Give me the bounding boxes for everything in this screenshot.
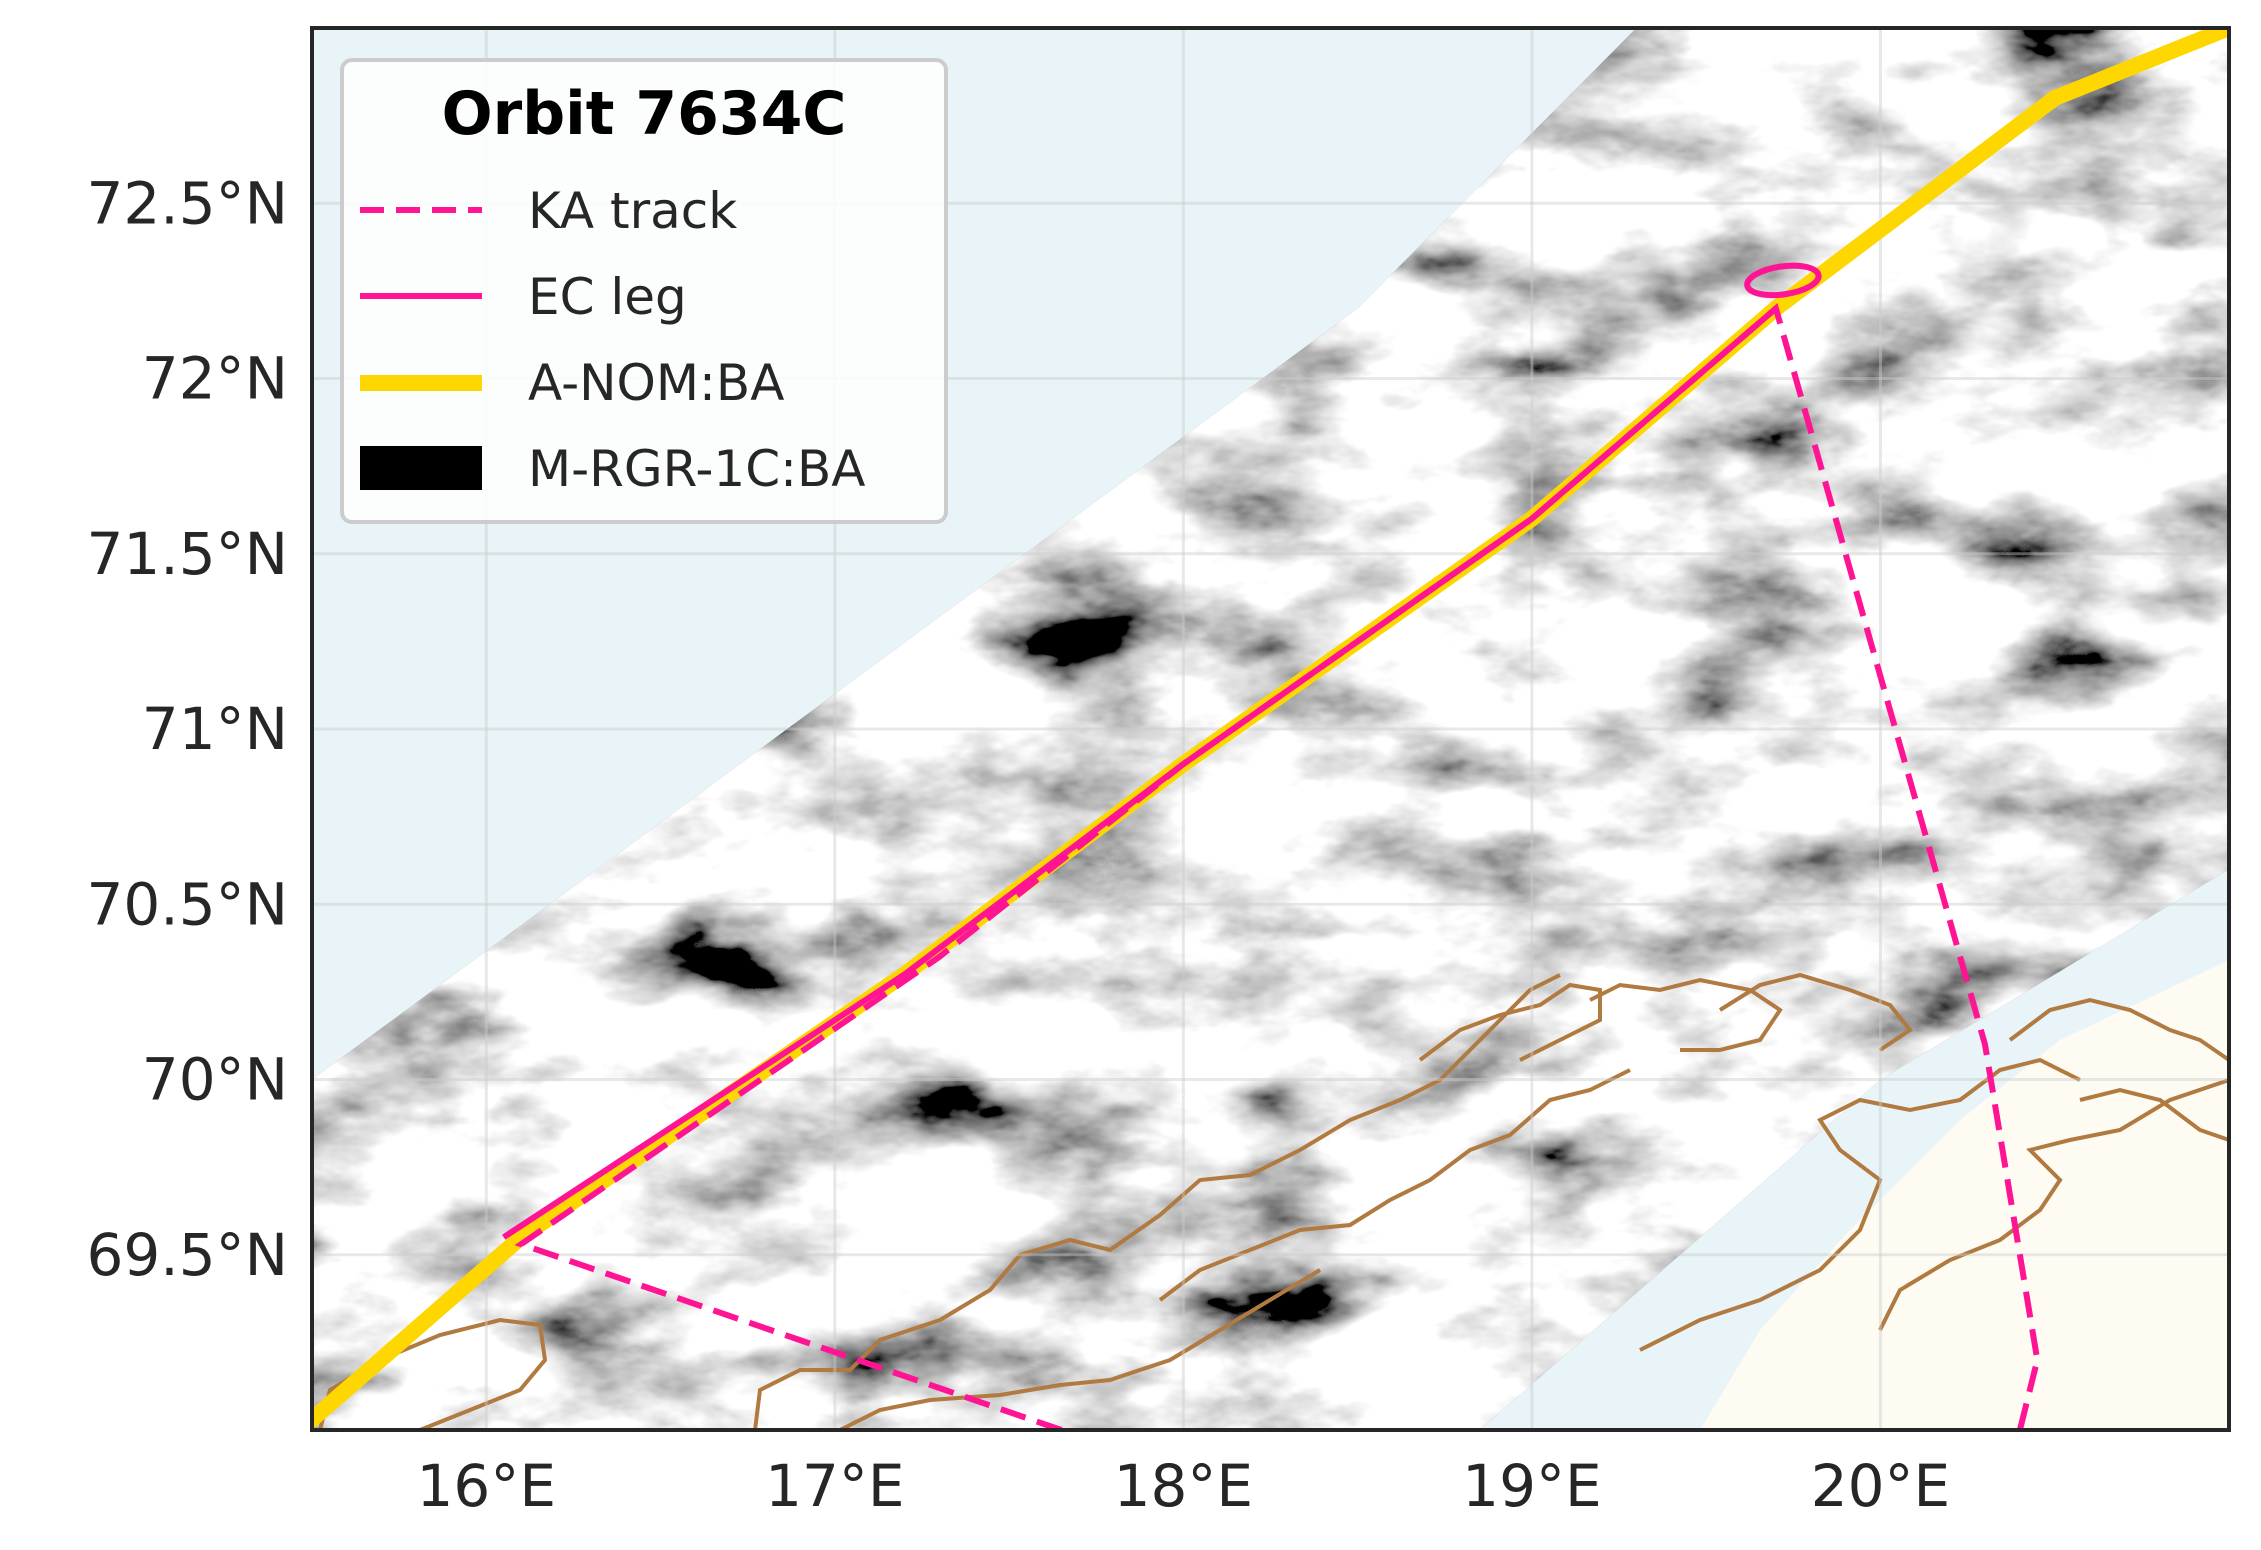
legend-ka-track-label: KA track: [528, 182, 737, 240]
lat-tick-label: 70.5°N: [86, 870, 288, 938]
legend-m-rgr-label: M-RGR-1C:BA: [528, 440, 866, 498]
legend-a-nom-label: A-NOM:BA: [528, 354, 784, 412]
lat-tick-label: 72°N: [142, 345, 288, 413]
coastline-segment: [2079, 1087, 2229, 1142]
coastline-segment: [1418, 982, 1602, 1062]
legend-ec-leg-label: EC leg: [528, 268, 687, 326]
lon-tick-label: 17°E: [765, 1452, 904, 1520]
ka-track-line: [514, 303, 2041, 1430]
lat-axis-labels: 69.5°N 70°N 70.5°N 71°N 71.5°N 72°N 72.5°N: [86, 169, 288, 1289]
legend-box: [340, 58, 948, 524]
lat-tick-label: 72.5°N: [86, 169, 288, 237]
land-mass: [1700, 960, 2229, 1430]
lon-tick-label: 19°E: [1462, 1452, 1601, 1520]
legend-m-rgr-swatch: [360, 446, 482, 490]
lon-tick-label: 20°E: [1811, 1452, 1950, 1520]
lon-axis-labels: 16°E 17°E 18°E 19°E 20°E: [417, 1452, 1951, 1520]
axes-frame: [310, 26, 2231, 1432]
legend-title: Orbit 7634C: [442, 79, 847, 149]
legend: Orbit 7634C KA track EC leg A-NOM:BA M-R…: [340, 58, 948, 524]
land-layer: [1700, 960, 2229, 1430]
lon-tick-label: 16°E: [417, 1452, 556, 1520]
lat-tick-label: 70°N: [142, 1046, 288, 1114]
lon-tick-label: 18°E: [1114, 1452, 1253, 1520]
coastline-segment: [2008, 997, 2229, 1062]
lat-tick-label: 69.5°N: [86, 1221, 288, 1289]
ka-track-loop: [1744, 262, 1822, 299]
coastline-segment: [1718, 972, 1913, 1052]
coastline-segment: [1639, 1057, 2081, 1352]
lat-tick-label: 71.5°N: [86, 520, 288, 588]
coastline-segment: [839, 1268, 1322, 1430]
coastline-segment: [1158, 1068, 1631, 1302]
coastlines: [318, 972, 2229, 1430]
coastline-segment: [1878, 1078, 2229, 1331]
lat-tick-label: 71°N: [142, 695, 288, 763]
